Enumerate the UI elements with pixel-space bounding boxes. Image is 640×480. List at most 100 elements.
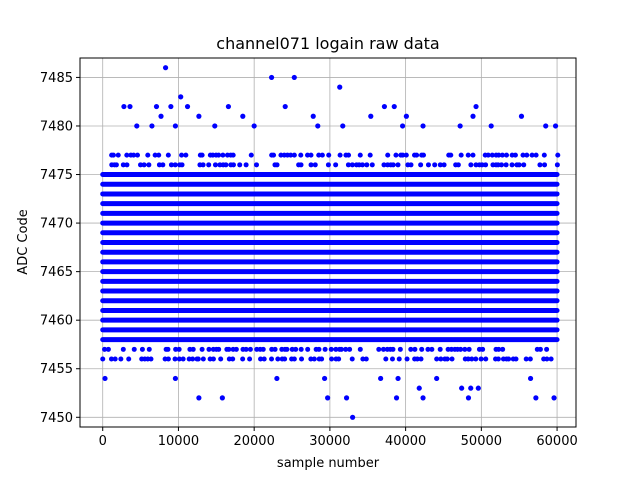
data-point	[293, 346, 299, 352]
data-point	[340, 123, 346, 129]
data-point	[172, 123, 179, 129]
x-tick-label: 20000	[233, 434, 274, 449]
data-point	[118, 356, 124, 362]
data-point	[251, 123, 257, 129]
data-point	[146, 162, 152, 168]
data-point	[357, 152, 363, 158]
data-point	[524, 152, 530, 158]
data-point	[200, 356, 206, 362]
data-point	[470, 152, 476, 158]
data-point	[160, 162, 166, 168]
data-point	[183, 152, 189, 158]
x-tick-label: 0	[99, 434, 107, 449]
data-point	[274, 162, 280, 168]
data-point	[419, 346, 425, 352]
data-point	[184, 103, 191, 110]
data-point	[268, 74, 275, 81]
data-point	[473, 356, 479, 362]
y-tick-label: 7455	[40, 362, 73, 377]
data-point	[395, 375, 401, 382]
data-point	[395, 162, 401, 168]
data-point	[110, 152, 116, 158]
data-point	[520, 152, 526, 158]
data-point	[269, 356, 275, 362]
data-point	[275, 356, 281, 362]
data-point	[115, 152, 121, 158]
y-tick-label: 7450	[40, 411, 73, 426]
data-point	[176, 356, 182, 362]
data-point	[282, 103, 288, 110]
data-point	[134, 152, 140, 158]
data-point	[363, 356, 369, 362]
data-point	[102, 375, 108, 382]
y-tick-label: 7465	[40, 265, 73, 280]
data-point	[537, 162, 543, 168]
data-point	[206, 162, 212, 168]
data-point	[455, 162, 461, 168]
data-point	[260, 346, 266, 352]
data-point	[237, 162, 243, 168]
data-point	[434, 375, 440, 382]
data-point	[158, 113, 164, 119]
data-point	[555, 152, 561, 158]
data-point	[261, 356, 267, 362]
data-point	[319, 152, 325, 158]
x-tick-label: 50000	[461, 434, 502, 449]
data-point	[240, 113, 246, 119]
data-point	[518, 113, 525, 119]
data-point	[488, 123, 494, 129]
data-point	[368, 113, 374, 119]
data-point	[312, 162, 318, 168]
data-point	[381, 103, 388, 110]
data-point	[449, 356, 455, 362]
data-point	[420, 123, 426, 129]
data-point	[390, 346, 396, 352]
data-point	[173, 346, 179, 352]
data-point	[186, 356, 192, 362]
data-point	[343, 346, 349, 352]
data-point	[448, 152, 454, 158]
data-point	[469, 356, 475, 362]
data-point	[391, 103, 397, 110]
data-point	[416, 385, 422, 391]
data-point	[437, 162, 443, 168]
data-point	[230, 152, 236, 158]
data-point	[541, 152, 547, 158]
data-point	[349, 162, 355, 168]
x-tick-label: 40000	[385, 434, 426, 449]
data-point	[516, 162, 522, 168]
data-point	[134, 123, 140, 129]
data-point	[282, 356, 288, 362]
data-point	[337, 84, 343, 90]
data-point	[380, 346, 386, 352]
data-point	[496, 152, 502, 158]
data-point	[319, 356, 325, 362]
data-point	[165, 152, 171, 158]
data-point	[200, 162, 206, 168]
x-tick-label: 10000	[158, 434, 199, 449]
data-point	[271, 152, 277, 158]
data-point	[513, 356, 519, 362]
data-point	[105, 346, 111, 352]
data-point	[385, 152, 391, 158]
data-point	[138, 162, 144, 168]
data-point	[121, 103, 127, 110]
data-point	[457, 123, 463, 129]
data-point	[458, 346, 464, 352]
data-point	[199, 152, 205, 158]
data-point	[503, 162, 509, 168]
data-point	[527, 356, 533, 362]
data-point	[100, 356, 106, 362]
data-point	[343, 395, 350, 401]
data-point	[168, 103, 174, 110]
data-point	[212, 123, 218, 129]
data-point	[258, 356, 264, 362]
data-point	[350, 414, 356, 420]
data-point	[359, 162, 365, 168]
data-point	[230, 162, 236, 168]
data-point	[478, 356, 484, 362]
data-point	[196, 113, 202, 119]
data-point	[178, 94, 184, 100]
data-point	[479, 162, 485, 168]
data-point	[509, 162, 515, 168]
